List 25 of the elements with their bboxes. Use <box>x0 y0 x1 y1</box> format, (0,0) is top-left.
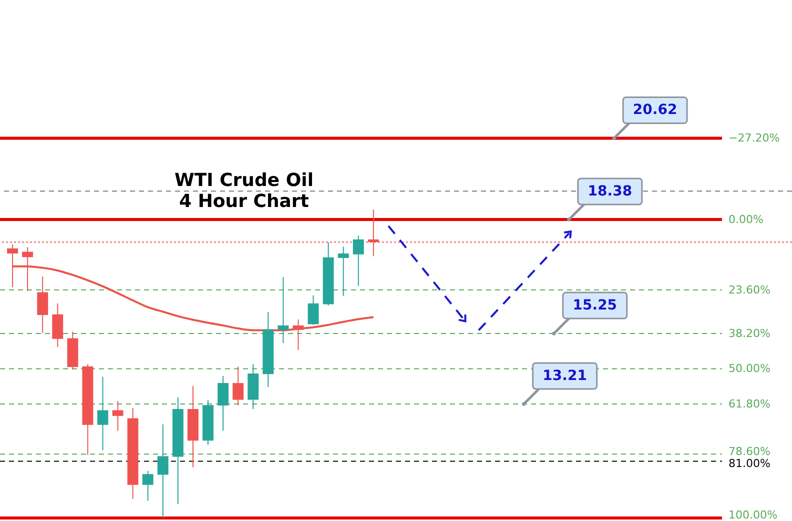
candlestick <box>218 375 229 432</box>
y-tick-label: 38.20% <box>728 327 770 340</box>
y-tick-label: 0.00% <box>728 212 764 226</box>
candlestick <box>112 400 124 432</box>
y-tick-label: 78.60% <box>728 445 770 458</box>
annotation: 13.21 <box>542 368 587 384</box>
candlestick <box>232 366 244 406</box>
y-tick-label: 23.60% <box>728 283 770 296</box>
annotation: 15.25 <box>572 298 618 314</box>
candlestick <box>157 424 168 519</box>
candlestick <box>352 235 364 287</box>
y-tick-label: 100.00% <box>728 508 778 521</box>
candlestick <box>338 246 349 296</box>
y-tick-label: 50.00% <box>728 362 770 376</box>
candlestick <box>278 276 289 344</box>
y-tick-label: 61.80% <box>728 397 770 410</box>
text: WTI Crude Oil 4 Hour Chart <box>174 170 314 212</box>
candlestick <box>37 276 48 334</box>
candlestick <box>97 376 108 451</box>
candlestick <box>308 294 319 326</box>
annotation: 20.62 <box>632 102 678 118</box>
y-tick-label: −27.20% <box>728 132 780 145</box>
annotation: 18.38 <box>588 183 632 200</box>
y-tick-label: 81.00% <box>728 457 770 470</box>
candlestick <box>142 470 154 502</box>
